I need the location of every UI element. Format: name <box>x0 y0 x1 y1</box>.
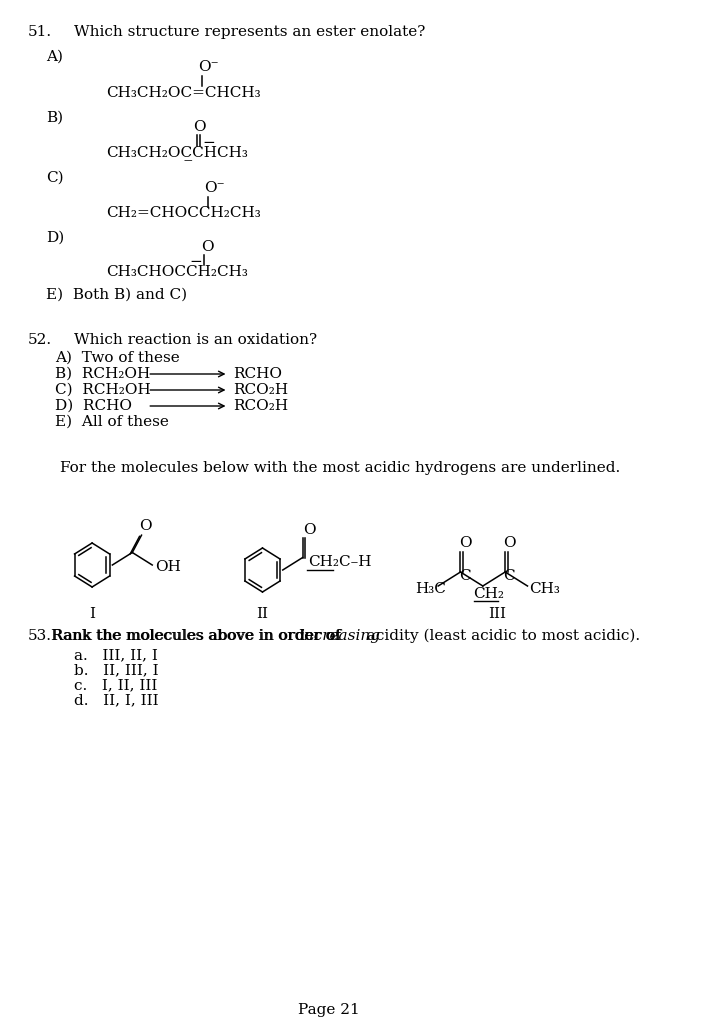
Text: O: O <box>139 519 152 534</box>
Text: Page 21: Page 21 <box>298 1002 360 1017</box>
Text: O⁻: O⁻ <box>198 60 219 74</box>
Text: increasing: increasing <box>300 629 380 643</box>
Text: CH₃CHOCCH₂CH₃: CH₃CHOCCH₂CH₃ <box>106 265 248 279</box>
Text: CH₃: CH₃ <box>529 582 561 596</box>
Text: D): D) <box>46 231 64 245</box>
Text: CH₃CH₂OC̲CHCH₃: CH₃CH₂OC̲CHCH₃ <box>106 145 248 161</box>
Text: −: − <box>189 255 202 269</box>
Text: c.   I, II, III: c. I, II, III <box>74 678 157 692</box>
Text: O: O <box>193 120 206 134</box>
Text: II: II <box>257 607 268 621</box>
Text: −: − <box>202 136 215 150</box>
Text: O⁻: O⁻ <box>204 181 225 195</box>
Text: a.   III, II, I: a. III, II, I <box>74 648 157 662</box>
Text: C): C) <box>46 171 64 185</box>
Text: III: III <box>488 607 506 621</box>
Text: 52.: 52. <box>28 333 51 347</box>
Text: Which reaction is an oxidation?: Which reaction is an oxidation? <box>74 333 317 347</box>
Text: H₃C: H₃C <box>415 582 446 596</box>
Text: I: I <box>89 607 95 621</box>
Text: O: O <box>503 536 516 550</box>
Text: C: C <box>503 569 515 583</box>
Text: CH₃CH₂OC=CHCH₃: CH₃CH₂OC=CHCH₃ <box>106 86 260 100</box>
Text: C: C <box>458 569 470 583</box>
Text: 53.: 53. <box>28 629 51 643</box>
Text: O: O <box>458 536 471 550</box>
Text: 51.: 51. <box>28 25 51 39</box>
Text: RCO₂H: RCO₂H <box>233 399 288 413</box>
Text: A): A) <box>46 50 63 63</box>
Text: CH₂=CHOCCH₂CH₃: CH₂=CHOCCH₂CH₃ <box>106 206 261 220</box>
Text: RCHO: RCHO <box>233 367 282 381</box>
Text: E)  Both B) and C): E) Both B) and C) <box>46 288 187 302</box>
Text: Rank the molecules above in order of: Rank the molecules above in order of <box>51 629 345 643</box>
Text: D)  RCHO: D) RCHO <box>55 399 132 413</box>
Text: acidity (least acidic to most acidic).: acidity (least acidic to most acidic). <box>362 629 640 643</box>
Text: d.   II, I, III: d. II, I, III <box>74 693 158 707</box>
Text: Rank the molecules above in order of: Rank the molecules above in order of <box>52 629 347 643</box>
Text: A)  Two of these: A) Two of these <box>55 351 180 365</box>
Text: O: O <box>201 240 213 254</box>
Text: For the molecules below with the most acidic hydrogens are underlined.: For the molecules below with the most ac… <box>60 461 620 475</box>
Text: Which structure represents an ester enolate?: Which structure represents an ester enol… <box>74 25 425 39</box>
Text: O: O <box>304 522 316 537</box>
Text: RCO₂H: RCO₂H <box>233 383 288 397</box>
Text: B): B) <box>46 111 63 125</box>
Text: CH₂: CH₂ <box>473 587 505 601</box>
Text: CH₂C–H: CH₂C–H <box>308 555 372 569</box>
Text: C)  RCH₂OH: C) RCH₂OH <box>55 383 151 397</box>
Text: b.   II, III, I: b. II, III, I <box>74 663 158 677</box>
Text: E)  All of these: E) All of these <box>55 415 169 429</box>
Text: OH: OH <box>155 560 181 574</box>
Text: B)  RCH₂OH: B) RCH₂OH <box>55 367 151 381</box>
